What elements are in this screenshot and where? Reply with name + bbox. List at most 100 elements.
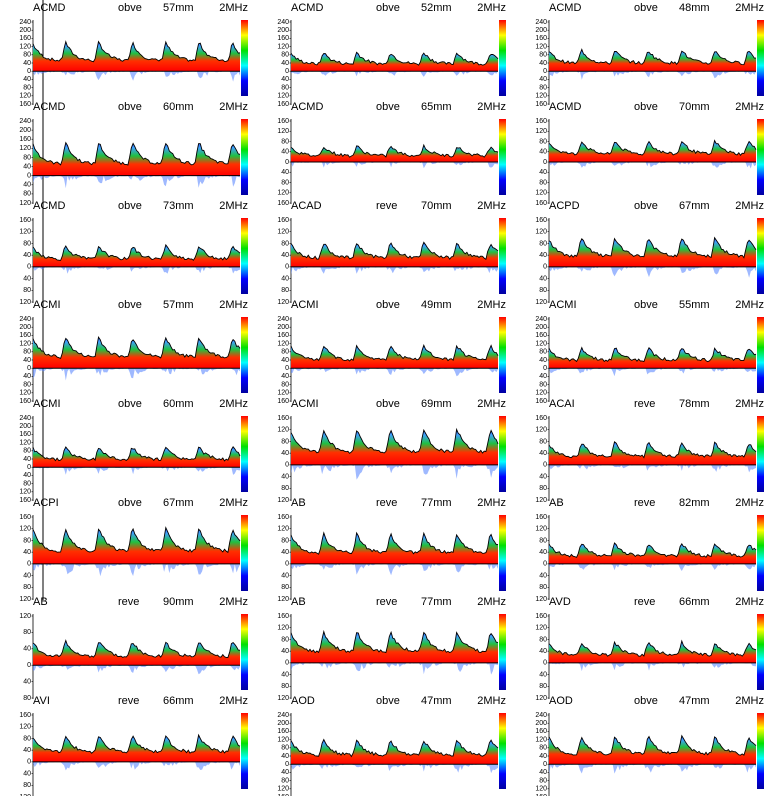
spectrum-fill <box>33 41 240 72</box>
vessel: AVI <box>33 695 50 707</box>
axis-label: 160 <box>277 217 289 224</box>
axis-label: 160 <box>19 136 31 143</box>
mode: obve <box>118 398 142 410</box>
axis-label: 120 <box>277 229 289 236</box>
axis-label: 80 <box>23 191 31 198</box>
axis-label: 0 <box>285 561 289 568</box>
axis-label: 200 <box>535 720 547 727</box>
axis-label: 120 <box>535 625 547 632</box>
axis-label: 80 <box>539 745 547 752</box>
vessel: ACPD <box>549 200 580 212</box>
axis-label: 80 <box>281 745 289 752</box>
mode: obve <box>634 695 658 707</box>
axis-label: 40 <box>539 60 547 67</box>
axis-label: 160 <box>535 101 547 108</box>
axis-label: 200 <box>277 27 289 34</box>
axis-label: 40 <box>281 149 289 156</box>
mode: obve <box>376 695 400 707</box>
axis-label: 0 <box>27 464 31 471</box>
spectrum-negative <box>291 464 498 480</box>
axis-label: 120 <box>19 489 31 496</box>
panel: ACMI obve 57mm 2MHz240200160120804004080120… <box>19 299 248 405</box>
axis-label: 80 <box>539 240 547 247</box>
axis-label: 120 <box>277 786 289 793</box>
axis-label: 240 <box>19 415 31 422</box>
axis-label: 0 <box>285 462 289 469</box>
axis-label: 200 <box>19 127 31 134</box>
axis-label: 40 <box>23 472 31 479</box>
axis-label: 40 <box>539 76 547 83</box>
axis-label: 40 <box>281 60 289 67</box>
axis-label: 160 <box>277 118 289 125</box>
axis-label: 120 <box>277 340 289 347</box>
color-scale <box>499 119 506 195</box>
frequency: 2MHz <box>219 299 248 311</box>
spectrum-negative <box>33 467 240 475</box>
axis-label: 120 <box>535 427 547 434</box>
envelope <box>32 526 241 554</box>
axis-label: 80 <box>539 179 547 186</box>
axis-label: 40 <box>281 169 289 176</box>
spectrum-fill <box>33 527 240 564</box>
axis-label: 80 <box>23 695 31 702</box>
color-scale <box>757 515 764 591</box>
axis-label: 120 <box>535 695 547 702</box>
depth: 77mm <box>421 497 452 509</box>
axis-label: 120 <box>535 786 547 793</box>
axis-label: 40 <box>539 357 547 364</box>
spectrum-negative <box>291 162 498 169</box>
spectrum-fill <box>549 347 756 369</box>
axis-label: 80 <box>281 381 289 388</box>
mode: reve <box>634 596 655 608</box>
axis-label: 0 <box>27 68 31 75</box>
frequency: 2MHz <box>735 299 764 311</box>
axis-label: 0 <box>543 68 547 75</box>
spectrum-negative <box>33 761 240 771</box>
axis-label: 80 <box>539 84 547 91</box>
color-scale <box>757 20 764 96</box>
spectrum-negative <box>549 662 756 672</box>
axis-label: 40 <box>23 163 31 170</box>
vessel: ACPI <box>33 497 59 509</box>
axis-label: 40 <box>539 473 547 480</box>
axis-label: 120 <box>535 340 547 347</box>
envelope <box>548 639 757 657</box>
vessel: ACMD <box>291 2 323 14</box>
axis-label: 0 <box>27 365 31 372</box>
axis-label: 120 <box>277 390 289 397</box>
axis-label: 40 <box>23 549 31 556</box>
axis-label: 120 <box>19 526 31 533</box>
axis-label: 200 <box>277 720 289 727</box>
axis-label: 160 <box>535 118 547 125</box>
depth: 57mm <box>163 299 194 311</box>
axis-label: 40 <box>281 450 289 457</box>
axis-label: 80 <box>281 485 289 492</box>
axis-label: 200 <box>19 324 31 331</box>
envelope <box>290 738 499 758</box>
panel: AB reve 77mm 2MHz 160 120 80 40 0 40 80 120 <box>277 497 506 603</box>
axis-label: 40 <box>539 169 547 176</box>
axis-label: 240 <box>535 712 547 719</box>
vessel: AOD <box>549 695 573 707</box>
spectrum-negative <box>291 71 498 77</box>
axis-label: 200 <box>277 324 289 331</box>
axis-label: 0 <box>285 660 289 667</box>
axis-label: 120 <box>19 724 31 731</box>
mode: reve <box>634 497 655 509</box>
axis-label: 160 <box>277 794 289 796</box>
envelope <box>32 336 241 360</box>
axis-label: 160 <box>535 332 547 339</box>
axis-label: 120 <box>19 200 31 207</box>
color-scale <box>499 20 506 96</box>
mode: obve <box>634 101 658 113</box>
depth: 82mm <box>679 497 710 509</box>
axis-label: 80 <box>281 777 289 784</box>
axis-label: 160 <box>19 101 31 108</box>
mode: obve <box>118 101 142 113</box>
axis-label: 160 <box>535 728 547 735</box>
panel: ACMI obve 55mm 2MHz240200160120804004080120… <box>535 299 764 405</box>
axis-label: 80 <box>539 349 547 356</box>
spectrum-negative <box>291 563 498 576</box>
axis-label: 40 <box>23 678 31 685</box>
axis-label: 40 <box>539 549 547 556</box>
